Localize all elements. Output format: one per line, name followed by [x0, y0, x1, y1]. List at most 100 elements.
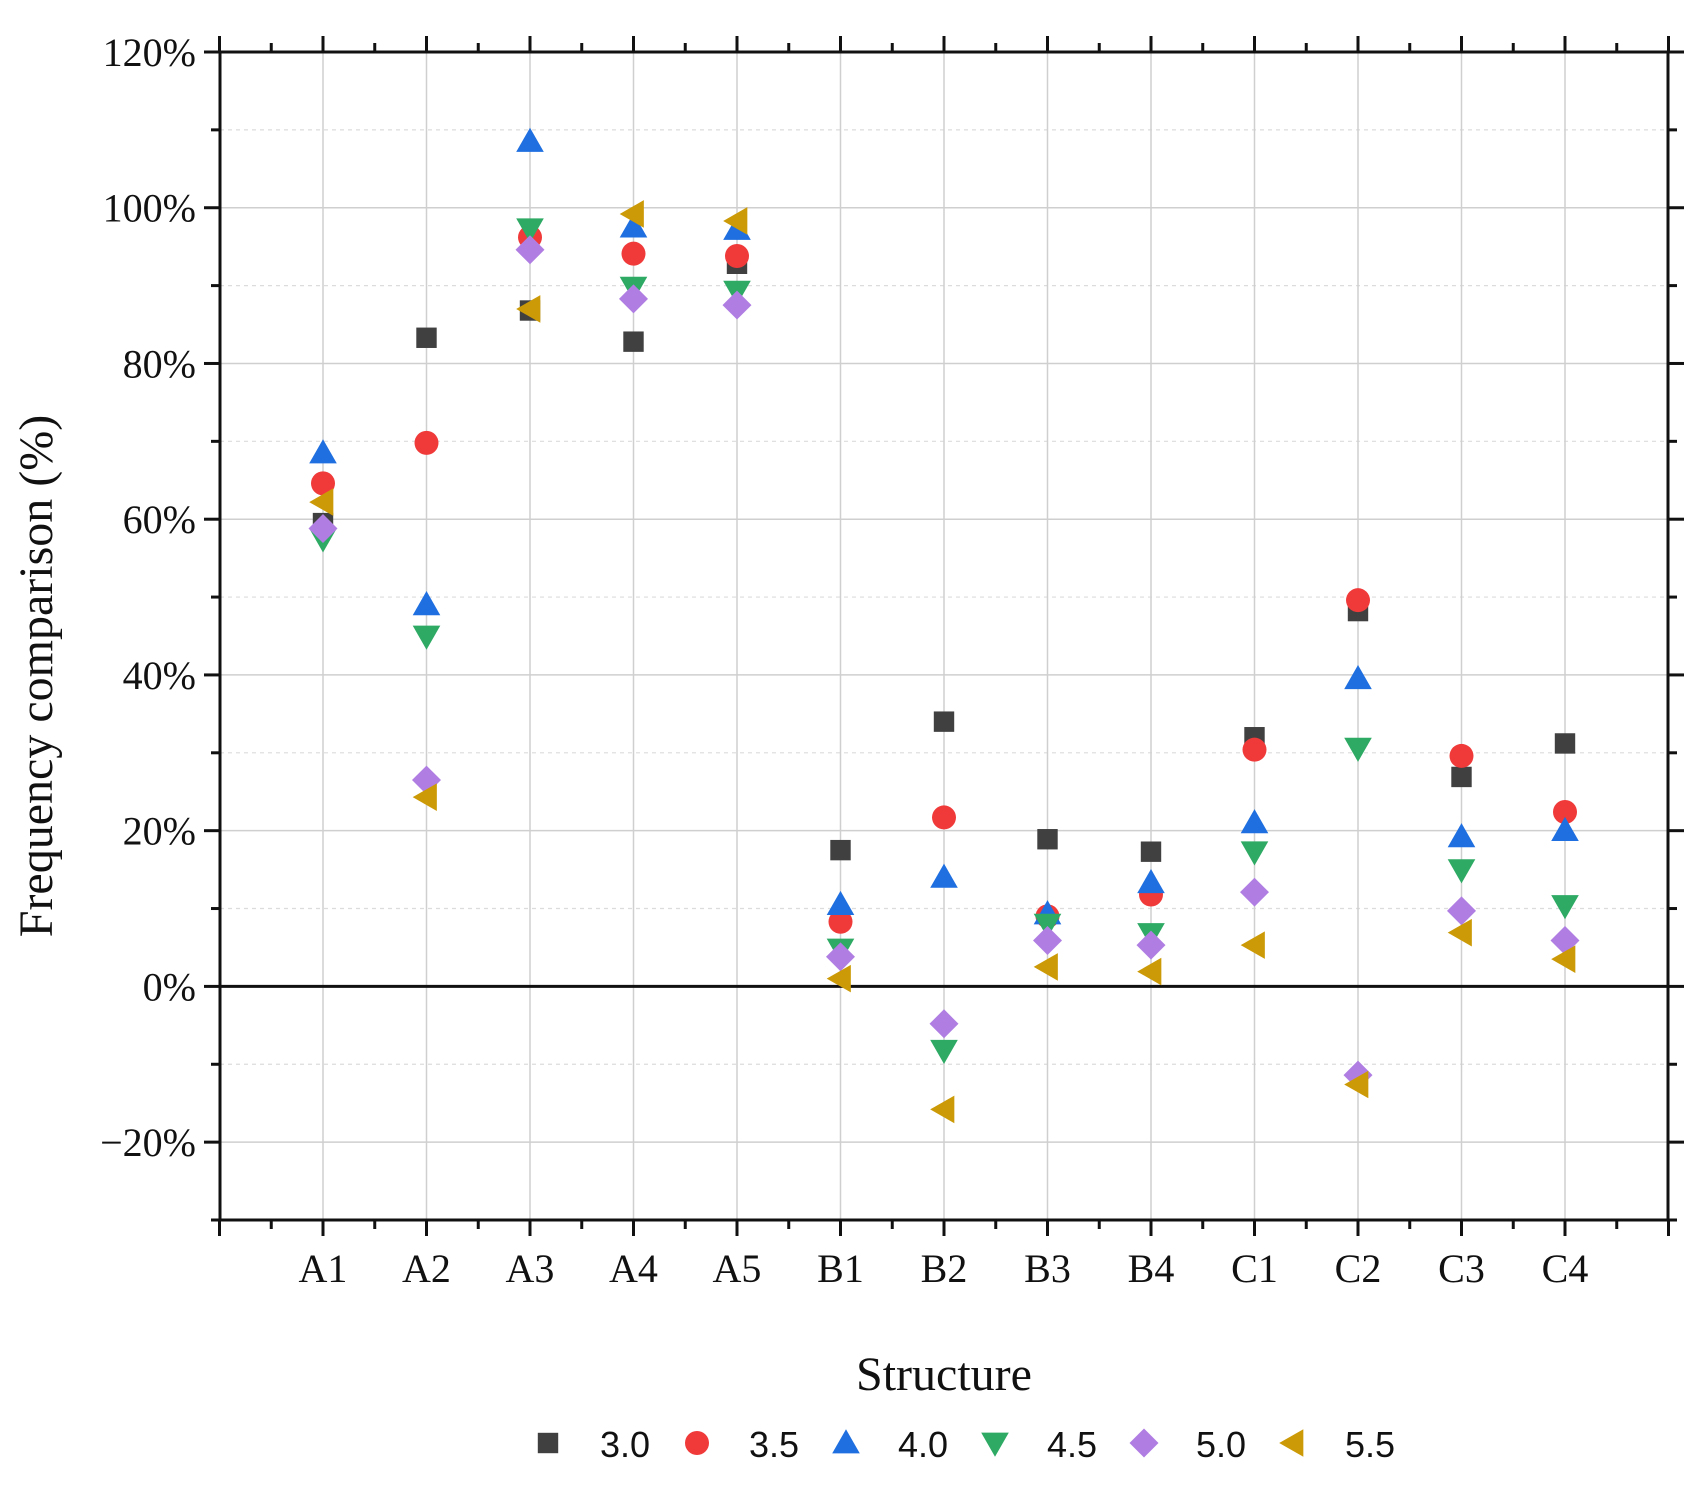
y-tick-label: 120%	[103, 30, 196, 75]
data-point	[933, 711, 955, 732]
legend-label: 3.0	[600, 1424, 650, 1465]
data-point	[1033, 953, 1058, 981]
data-point	[1033, 925, 1062, 955]
legend-item-5-0: 5.0	[1129, 1424, 1246, 1465]
data-point	[619, 213, 648, 238]
data-point	[826, 964, 851, 993]
data-point	[930, 1039, 958, 1065]
data-point	[828, 909, 853, 934]
legend-marker	[685, 1431, 709, 1455]
legend-marker	[981, 1432, 1009, 1457]
data-point	[1033, 913, 1062, 938]
series-4-0	[309, 127, 1579, 925]
x-tick-label: C2	[1335, 1246, 1382, 1291]
data-point	[826, 942, 855, 972]
data-point	[1240, 931, 1265, 959]
data-point	[1551, 816, 1579, 842]
legend-label: 4.0	[898, 1424, 948, 1465]
data-point	[1451, 766, 1472, 788]
y-tick-label: 0%	[143, 964, 196, 1009]
legend-label: 5.5	[1345, 1424, 1395, 1465]
data-point	[621, 241, 646, 266]
data-point	[516, 127, 544, 152]
data-point	[1553, 799, 1577, 824]
data-point	[515, 235, 545, 265]
legend-item-5-5: 5.5	[1279, 1424, 1395, 1465]
x-tick-label: A1	[299, 1246, 348, 1291]
data-point	[516, 218, 544, 243]
x-tick-label: A2	[402, 1246, 451, 1291]
data-point	[1242, 737, 1267, 762]
data-point	[412, 783, 437, 811]
tick-labels: −20% 0% 20% 40% 60% 80% 100% 120% A1 A2 A3 A4 A5 B1 B2…	[100, 30, 1588, 1291]
x-tick-label: C3	[1438, 1246, 1485, 1291]
legend-marker	[537, 1432, 559, 1454]
data-point	[623, 331, 644, 352]
x-tick-label: B3	[1024, 1246, 1071, 1291]
data-point	[929, 1009, 959, 1039]
data-point	[826, 890, 855, 915]
series-5-5	[309, 200, 1576, 1124]
data-point	[1344, 737, 1372, 762]
data-point	[1240, 809, 1269, 834]
data-point	[311, 471, 335, 496]
legend-marker	[832, 1429, 860, 1454]
data-point	[1449, 743, 1474, 768]
y-tick-label: 60%	[123, 497, 196, 542]
x-tick-label: C1	[1231, 1246, 1278, 1291]
legend-marker	[1129, 1428, 1159, 1458]
data-point	[412, 591, 441, 616]
legend-item-4-5: 4.5	[981, 1424, 1097, 1465]
data-point	[1240, 877, 1269, 907]
x-tick-label: A4	[609, 1246, 658, 1291]
data-point	[725, 244, 749, 269]
data-point	[1140, 841, 1162, 862]
data-point	[1037, 829, 1058, 850]
y-tick-label: −20%	[100, 1120, 196, 1165]
legend-label: 3.5	[749, 1424, 799, 1465]
data-point	[932, 805, 956, 830]
data-point	[309, 439, 337, 464]
x-axis-title: Structure	[856, 1348, 1032, 1401]
data-points	[308, 127, 1580, 1124]
data-point	[1137, 869, 1165, 894]
data-point	[1137, 957, 1162, 986]
data-point	[930, 1095, 955, 1124]
data-point	[1447, 896, 1476, 926]
y-axis-title: Frequency comparison (%)	[10, 415, 63, 938]
legend-label: 5.0	[1196, 1424, 1246, 1465]
data-point	[1240, 841, 1269, 866]
data-point	[516, 295, 541, 323]
data-point	[1551, 945, 1576, 973]
data-point	[930, 863, 958, 888]
x-tick-label: B4	[1128, 1246, 1175, 1291]
legend-label: 4.5	[1047, 1424, 1097, 1465]
data-point	[1447, 918, 1472, 947]
axes	[204, 36, 1684, 1236]
data-point	[1344, 665, 1372, 690]
data-point	[1136, 930, 1166, 960]
legend-item-3-0: 3.0	[537, 1424, 650, 1465]
data-point	[619, 284, 648, 314]
data-point	[722, 290, 752, 320]
y-tick-label: 80%	[123, 341, 196, 386]
x-tick-label: A5	[713, 1246, 762, 1291]
data-point	[1344, 1070, 1369, 1099]
y-tick-label: 100%	[103, 186, 196, 231]
legend-item-3-5: 3.5	[685, 1424, 799, 1465]
legend: 3.0 3.5 4.0 4.5 5.0 5.5	[537, 1424, 1395, 1465]
data-point	[619, 200, 644, 228]
x-tick-label: C4	[1542, 1246, 1589, 1291]
y-tick-label: 40%	[123, 653, 196, 698]
data-point	[412, 625, 441, 650]
x-tick-label: B1	[817, 1246, 864, 1291]
data-point	[1551, 895, 1579, 920]
data-point	[309, 488, 334, 516]
data-point	[830, 839, 851, 861]
data-point	[414, 430, 439, 455]
data-point	[1447, 823, 1476, 848]
data-point	[723, 207, 748, 235]
data-point	[1346, 588, 1370, 613]
data-point	[308, 514, 338, 544]
